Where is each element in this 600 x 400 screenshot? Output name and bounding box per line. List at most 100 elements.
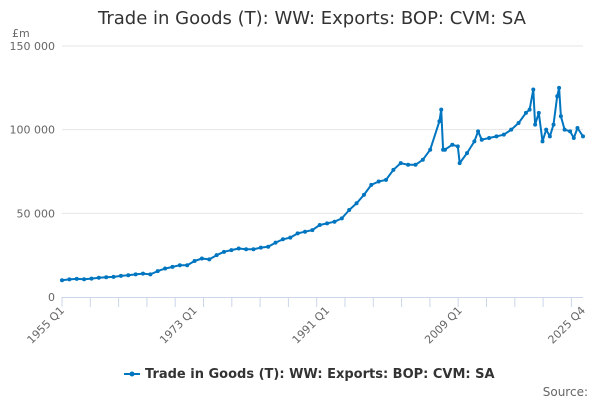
data-point	[67, 277, 72, 282]
legend-marker-icon	[129, 371, 135, 377]
data-point	[465, 151, 470, 156]
data-point	[354, 201, 359, 206]
data-point	[155, 269, 160, 274]
data-point	[361, 192, 366, 197]
y-tick-label: 0	[48, 291, 55, 304]
data-point	[527, 107, 532, 112]
data-point	[413, 162, 418, 167]
data-point	[273, 240, 278, 245]
data-point	[148, 272, 153, 277]
data-point	[96, 275, 101, 280]
data-point	[581, 134, 585, 139]
data-point	[551, 122, 556, 127]
series-line	[61, 86, 584, 282]
y-tick-label: 150 000	[10, 40, 56, 53]
data-point	[288, 235, 293, 240]
data-point	[428, 147, 433, 152]
data-point	[544, 127, 549, 132]
data-point	[258, 245, 263, 250]
data-point	[310, 228, 315, 233]
data-point	[391, 167, 396, 172]
data-point	[104, 275, 109, 280]
source-label: Source:	[543, 385, 588, 399]
data-point	[457, 161, 462, 166]
data-point	[540, 139, 545, 144]
data-point	[89, 276, 94, 281]
x-tick-label: 2025 Q4	[546, 304, 589, 347]
data-point	[229, 248, 234, 253]
data-point	[420, 157, 425, 162]
data-point	[439, 107, 444, 112]
data-point	[523, 110, 528, 115]
data-point	[280, 237, 285, 242]
data-point	[501, 132, 506, 137]
y-tick-label: 50 000	[17, 207, 56, 220]
data-point	[236, 246, 241, 251]
x-tick-label: 1991 Q1	[290, 304, 333, 347]
x-tick-label: 1955 Q1	[25, 304, 68, 347]
data-point	[555, 94, 560, 99]
data-point	[479, 137, 484, 142]
data-point	[295, 231, 300, 236]
data-point	[455, 144, 460, 149]
data-point	[406, 162, 411, 167]
data-point	[126, 273, 131, 278]
data-point	[185, 263, 190, 268]
data-point	[376, 179, 381, 184]
data-point	[536, 110, 541, 115]
data-point	[476, 129, 481, 134]
data-point	[384, 177, 389, 182]
data-point	[533, 122, 538, 127]
data-point	[575, 125, 580, 130]
data-point	[547, 134, 552, 139]
data-point	[487, 136, 492, 141]
data-point	[60, 278, 64, 283]
data-point	[317, 223, 322, 228]
y-axis-label: £m	[12, 27, 30, 40]
data-point	[163, 266, 168, 271]
data-point	[557, 85, 562, 90]
data-point	[516, 120, 521, 125]
data-point	[177, 263, 182, 268]
x-tick-label: 1973 Q1	[157, 304, 200, 347]
data-point	[369, 182, 374, 187]
data-point	[571, 136, 576, 141]
data-point	[398, 161, 403, 166]
data-point	[266, 244, 271, 249]
data-point	[339, 216, 344, 221]
y-tick-label: 100 000	[10, 124, 56, 137]
data-point	[568, 129, 573, 134]
data-point	[303, 229, 308, 234]
x-tick-label: 2009 Q1	[422, 304, 465, 347]
data-point	[170, 264, 175, 269]
data-point	[494, 134, 499, 139]
data-point	[472, 139, 477, 144]
data-point	[332, 219, 337, 224]
data-point	[111, 274, 116, 279]
data-point	[325, 221, 330, 226]
data-point	[531, 87, 536, 92]
data-point	[82, 277, 87, 282]
data-point	[192, 259, 197, 264]
data-point	[207, 257, 212, 262]
data-point	[509, 127, 514, 132]
data-point	[222, 249, 227, 254]
data-point	[347, 207, 352, 212]
legend[interactable]: Trade in Goods (T): WW: Exports: BOP: CV…	[124, 367, 495, 382]
data-point	[437, 119, 442, 124]
data-point	[244, 247, 249, 252]
data-point	[199, 256, 204, 261]
data-point	[558, 114, 563, 119]
data-point	[442, 147, 447, 152]
data-point	[214, 253, 219, 258]
data-point	[251, 247, 256, 252]
data-point	[141, 271, 146, 276]
chart-title: Trade in Goods (T): WW: Exports: BOP: CV…	[97, 8, 527, 29]
data-point	[450, 142, 455, 147]
data-point	[562, 127, 567, 132]
data-point	[118, 273, 123, 278]
legend-label[interactable]: Trade in Goods (T): WW: Exports: BOP: CV…	[145, 367, 495, 382]
data-point	[74, 276, 79, 281]
